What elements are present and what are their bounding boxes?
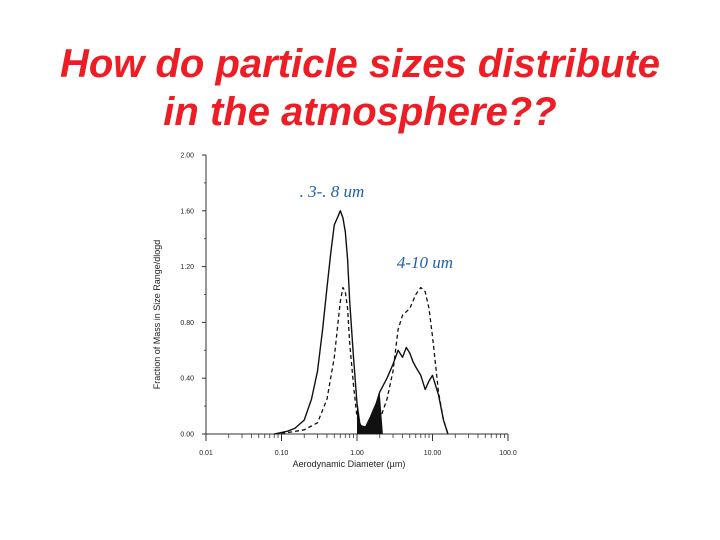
series-line-dashed: [274, 286, 449, 435]
x-tick-label: 100.0: [499, 450, 517, 457]
overlap-shading: [357, 392, 383, 434]
y-tick-label: 0.80: [180, 320, 194, 327]
slide-title-line-2: in the atmosphere??: [163, 90, 557, 134]
x-axis-label: Aerodynamic Diameter (µm): [293, 459, 406, 469]
annotation-label-2: 4-10 um: [397, 253, 453, 272]
x-tick-label: 0.01: [199, 450, 213, 457]
x-tick-label: 0.10: [275, 450, 289, 457]
y-tick-label: 1.20: [180, 264, 194, 271]
y-axis-label: Fraction of Mass in Size Range/dlogd: [152, 240, 162, 390]
y-tick-label: 0.00: [180, 432, 194, 439]
slide-title-line-1: How do particle sizes distribute: [59, 42, 661, 86]
chart-axes: [202, 154, 509, 441]
series-line-solid: [274, 210, 449, 435]
overlap-shaded-area: [357, 392, 383, 434]
slide-title: How do particle sizes distribute in the …: [0, 40, 720, 136]
x-tick-label: 1.00: [350, 450, 364, 457]
y-tick-label: 1.60: [180, 208, 194, 215]
chart-series: [274, 210, 449, 435]
annotation-label-1: . 3-. 8 um: [300, 182, 365, 201]
y-tick-label: 0.40: [180, 376, 194, 383]
x-tick-label: 10.00: [424, 450, 442, 457]
chart-labels: 0.01 0.10 1.00 10.00 100.0 0.00 0.40 0.80 1.20 1.…: [152, 153, 517, 470]
y-tick-label: 2.00: [180, 153, 194, 160]
